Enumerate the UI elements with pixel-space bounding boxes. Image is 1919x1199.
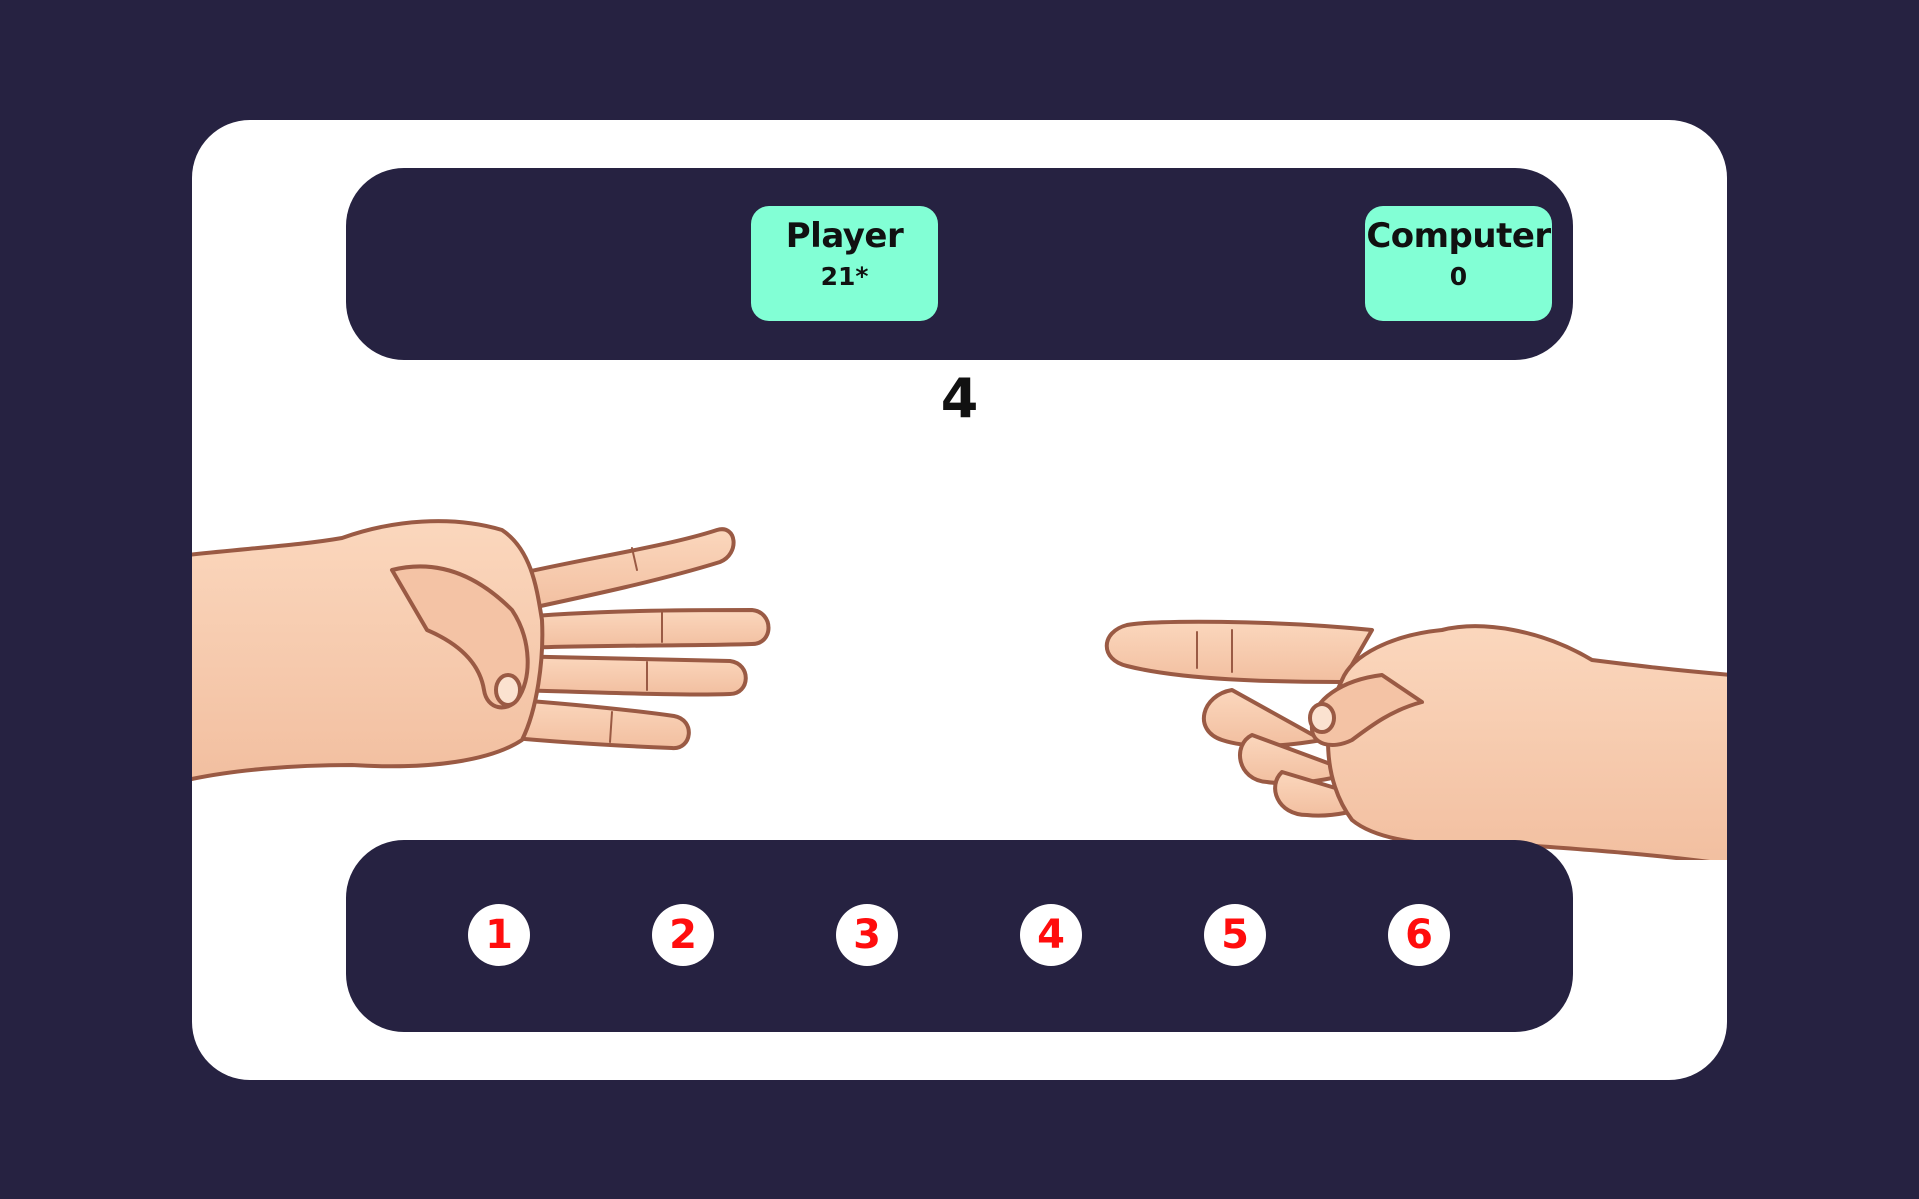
computer-label: Computer <box>1366 216 1551 256</box>
player-score: 21* <box>820 262 869 291</box>
scoreboard: Player 21* Computer 0 <box>346 168 1573 360</box>
computer-hand-image <box>1104 619 1727 860</box>
choice-button-3[interactable]: 3 <box>836 904 898 966</box>
computer-score-box: Computer 0 <box>1365 206 1552 321</box>
choice-button-2[interactable]: 2 <box>652 904 714 966</box>
player-label: Player <box>785 216 904 256</box>
computer-score: 0 <box>1449 262 1468 291</box>
player-score-box: Player 21* <box>751 206 938 321</box>
choice-button-6[interactable]: 6 <box>1388 904 1450 966</box>
hands-illustration <box>192 519 1727 860</box>
choice-button-4[interactable]: 4 <box>1020 904 1082 966</box>
choice-button-1[interactable]: 1 <box>468 904 530 966</box>
round-result-number: 4 <box>940 367 979 430</box>
game-card: Player 21* Computer 0 4 <box>192 120 1727 1080</box>
choice-bar: 1 2 3 4 5 6 <box>346 840 1573 1032</box>
player-hand-image <box>192 519 771 781</box>
choice-button-5[interactable]: 5 <box>1204 904 1266 966</box>
